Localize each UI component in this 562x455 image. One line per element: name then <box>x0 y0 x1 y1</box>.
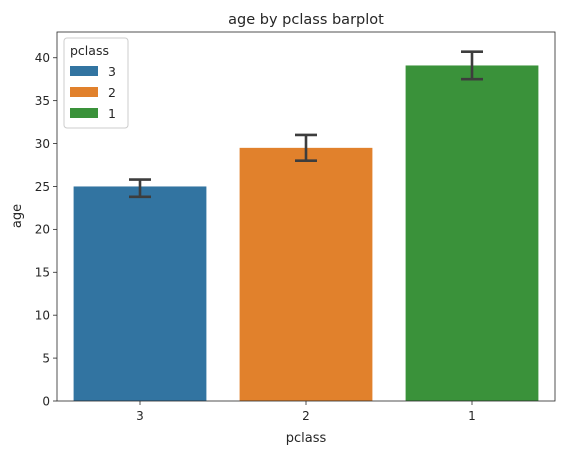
y-tick-label-10: 10 <box>35 308 50 322</box>
y-tick-label-35: 35 <box>35 94 50 108</box>
legend-label-3: 3 <box>108 64 116 79</box>
bar-pclass-1 <box>405 65 539 402</box>
y-tick-label-20: 20 <box>35 223 50 237</box>
legend-swatch-3 <box>70 66 98 76</box>
y-tick-label-25: 25 <box>35 180 50 194</box>
x-axis-label: pclass <box>286 431 327 446</box>
y-tick-label-15: 15 <box>35 266 50 280</box>
legend-title: pclass <box>70 43 109 58</box>
x-tick-label-2: 2 <box>302 409 310 423</box>
bar-pclass-3 <box>73 186 207 401</box>
legend-label-1: 1 <box>108 106 116 121</box>
chart-title: age by pclass barplot <box>228 12 384 28</box>
legend-swatch-1 <box>70 108 98 118</box>
legend-box <box>63 37 129 129</box>
legend-swatch-2 <box>70 87 98 97</box>
y-tick-label-40: 40 <box>35 51 50 65</box>
x-tick-label-1: 1 <box>468 409 476 423</box>
y-tick-label-0: 0 <box>42 394 50 408</box>
legend-label-2: 2 <box>108 85 116 100</box>
x-tick-label-3: 3 <box>136 409 144 423</box>
bar-pclass-2 <box>239 147 373 401</box>
y-axis-label: age <box>10 204 25 228</box>
y-tick-label-30: 30 <box>35 137 50 151</box>
legend: pclass 3 2 1 <box>63 37 129 129</box>
y-tick-label-5: 5 <box>42 351 50 365</box>
